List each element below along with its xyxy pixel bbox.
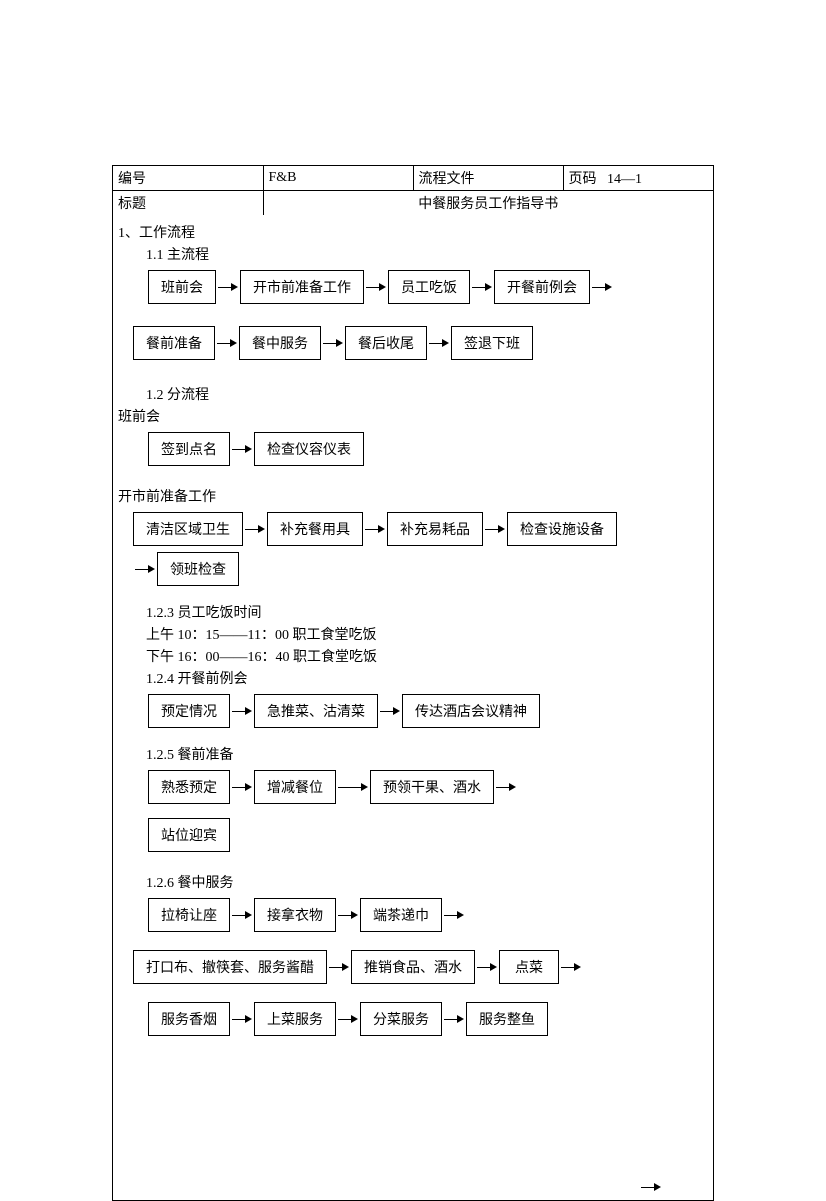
row-125b: 站位迎宾: [148, 818, 708, 852]
box-canzhongfuwu: 餐中服务: [239, 326, 321, 360]
arrow-icon: [380, 706, 400, 716]
h123: 1.2.3 员工吃饭时间: [118, 602, 708, 622]
box-zhanweiyingbin: 站位迎宾: [148, 818, 230, 852]
h-title-value: 中餐服务员工作指导书: [263, 191, 713, 216]
box-yuangongchifan: 员工吃饭: [388, 270, 470, 304]
box-canqianzhunbei: 餐前准备: [133, 326, 215, 360]
h1: 1、工作流程: [118, 222, 708, 242]
header-row-1: 编号 F&B 流程文件 页码 14—1: [113, 166, 713, 191]
arrow-icon: [472, 282, 492, 292]
box-fuwuxiangyan: 服务香烟: [148, 1002, 230, 1036]
box-zengjiancanwei: 增减餐位: [254, 770, 336, 804]
box-dakoubu: 打口布、撤筷套、服务酱醋: [133, 950, 327, 984]
box-kaishiqian: 开市前准备工作: [240, 270, 364, 304]
arrow-icon: [366, 282, 386, 292]
arrow-icon: [477, 962, 497, 972]
t123a: 上午 10：15——11：00 职工食堂吃饭: [118, 624, 708, 644]
h-liucheng: 流程文件: [413, 166, 563, 191]
h125: 1.2.5 餐前准备: [118, 744, 708, 764]
body: 1、工作流程 1.1 主流程 班前会 开市前准备工作 员工吃饭 开餐前例会 餐前…: [113, 215, 713, 1200]
page-container: 编号 F&B 流程文件 页码 14—1 标题 中餐服务员工作指导书 1、工作流程…: [112, 165, 714, 1201]
arrow-icon: [232, 910, 252, 920]
box-chuanda: 传达酒店会议精神: [402, 694, 540, 728]
h-page-label: 页码: [569, 172, 597, 187]
row-12a: 签到点名 检查仪容仪表: [148, 432, 708, 466]
h12: 1.2 分流程: [118, 384, 708, 404]
row-12b1: 清洁区域卫生 补充餐用具 补充易耗品 检查设施设备: [133, 512, 708, 546]
h-title-label: 标题: [113, 191, 263, 216]
box-fencaifuwu: 分菜服务: [360, 1002, 442, 1036]
box-buchongyihaopin: 补充易耗品: [387, 512, 483, 546]
arrow-icon: [232, 706, 252, 716]
box-layirangzuo: 拉椅让座: [148, 898, 230, 932]
arrow-icon: [338, 910, 358, 920]
t123b: 下午 16：00——16：40 职工食堂吃饭: [118, 646, 708, 666]
arrow-icon: [496, 782, 516, 792]
box-buchongcanyongju: 补充餐用具: [267, 512, 363, 546]
h12b-title: 开市前准备工作: [118, 486, 708, 506]
box-jienayiwu: 接拿衣物: [254, 898, 336, 932]
box-lingbanjiancha: 领班检查: [157, 552, 239, 586]
arrow-icon: [217, 338, 237, 348]
box-jianchasheshi: 检查设施设备: [507, 512, 617, 546]
row-126b: 打口布、撤筷套、服务酱醋 推销食品、酒水 点菜: [133, 950, 708, 984]
box-yuding: 预定情况: [148, 694, 230, 728]
h11: 1.1 主流程: [118, 244, 708, 264]
h-page: 页码 14—1: [563, 166, 713, 191]
header-table: 编号 F&B 流程文件 页码 14—1 标题 中餐服务员工作指导书: [113, 166, 713, 215]
header-row-2: 标题 中餐服务员工作指导书: [113, 191, 713, 216]
arrow-icon: [245, 524, 265, 534]
box-jituicai: 急推菜、沽清菜: [254, 694, 378, 728]
row-125a: 熟悉预定 增减餐位 预领干果、酒水: [148, 770, 708, 804]
arrow-icon: [218, 282, 238, 292]
box-fuwuzhengyu: 服务整鱼: [466, 1002, 548, 1036]
h-page-value: 14—1: [607, 172, 642, 187]
arrow-icon: [232, 444, 252, 454]
arrow-icon: [365, 524, 385, 534]
main-row-1: 班前会 开市前准备工作 员工吃饭 开餐前例会: [148, 270, 708, 304]
row-126c: 服务香烟 上菜服务 分菜服务 服务整鱼: [148, 1002, 708, 1036]
row-12b2: 领班检查: [133, 552, 708, 586]
arrow-icon: [592, 282, 612, 292]
row-126a: 拉椅让座 接拿衣物 端茶递巾: [148, 898, 708, 932]
arrow-icon: [429, 338, 449, 348]
arrow-icon: [232, 782, 252, 792]
box-kaicanqianlihui: 开餐前例会: [494, 270, 590, 304]
box-shangcaifuwu: 上菜服务: [254, 1002, 336, 1036]
arrow-icon: [338, 1014, 358, 1024]
row-124: 预定情况 急推菜、沽清菜 传达酒店会议精神: [148, 694, 708, 728]
main-row-2: 餐前准备 餐中服务 餐后收尾 签退下班: [133, 326, 708, 360]
box-tuixiaoshipin: 推销食品、酒水: [351, 950, 475, 984]
arrow-icon: [323, 338, 343, 348]
arrow-icon: [561, 962, 581, 972]
box-canhoushouwei: 餐后收尾: [345, 326, 427, 360]
h124: 1.2.4 开餐前例会: [118, 668, 708, 688]
box-banqianhui: 班前会: [148, 270, 216, 304]
box-jiancha-yirong: 检查仪容仪表: [254, 432, 364, 466]
arrow-icon: [641, 1182, 661, 1192]
box-qingjiequyu: 清洁区域卫生: [133, 512, 243, 546]
box-diancai: 点菜: [499, 950, 559, 984]
box-duanchadijin: 端茶递巾: [360, 898, 442, 932]
h12a-title: 班前会: [118, 406, 708, 426]
arrow-icon: [444, 910, 464, 920]
h-bianhao: 编号: [113, 166, 263, 191]
arrow-icon: [338, 782, 368, 792]
box-yulingganguo: 预领干果、酒水: [370, 770, 494, 804]
arrow-icon: [135, 564, 155, 574]
arrow-icon: [329, 962, 349, 972]
box-shuxiyuding: 熟悉预定: [148, 770, 230, 804]
arrow-icon: [232, 1014, 252, 1024]
h126: 1.2.6 餐中服务: [118, 872, 708, 892]
box-qiantuixiaban: 签退下班: [451, 326, 533, 360]
arrow-icon: [485, 524, 505, 534]
h-fb: F&B: [263, 166, 413, 191]
arrow-icon: [444, 1014, 464, 1024]
box-qiandaodianming: 签到点名: [148, 432, 230, 466]
